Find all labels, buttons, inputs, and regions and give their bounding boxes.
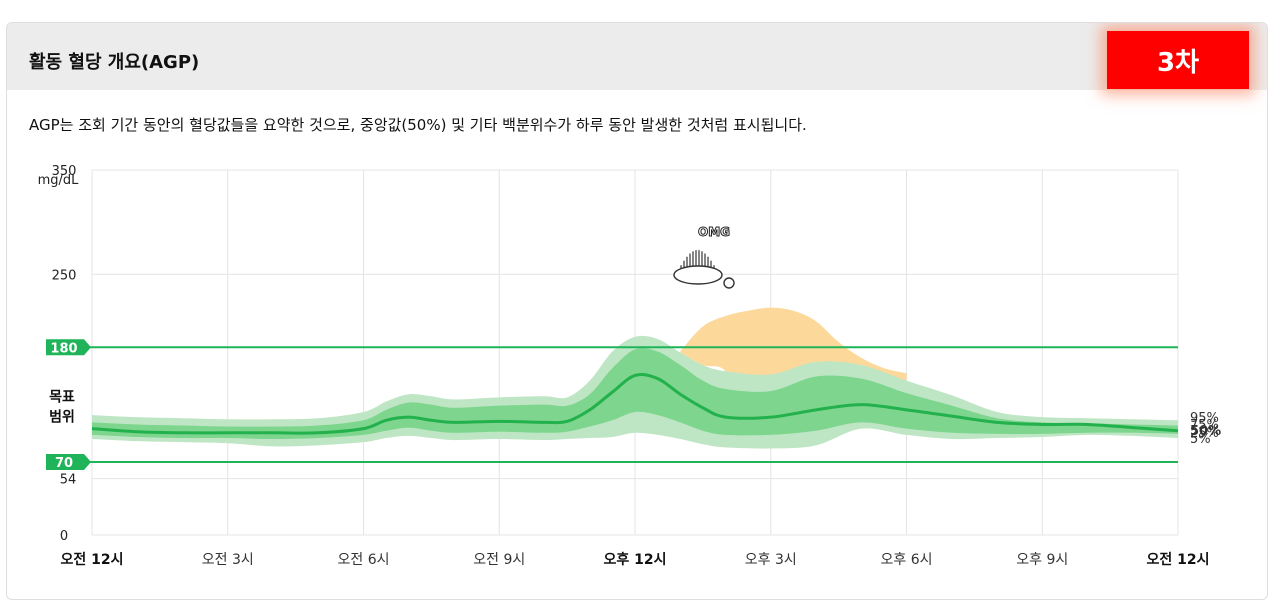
x-tick-label: 오전 9시 xyxy=(473,552,525,568)
x-tick-label: 오전 12시 xyxy=(1147,551,1210,568)
card-title: 활동 혈당 개요(AGP) xyxy=(29,52,200,73)
x-tick-label: 오전 12시 xyxy=(61,551,124,568)
agp-card: 활동 혈당 개요(AGP) 3차 AGP는 조회 기간 동안의 혈당값들을 요약… xyxy=(6,22,1268,600)
percentile-label: 25% xyxy=(1190,426,1219,441)
y-tick-label: 350 xyxy=(52,164,77,179)
y-tick-label: 54 xyxy=(60,473,77,488)
sticker-body xyxy=(673,265,723,285)
round-badge: 3차 xyxy=(1107,31,1249,89)
target-label-text: 180 xyxy=(50,341,77,356)
annotation-text: OMG xyxy=(698,225,730,239)
target-label-tag xyxy=(46,339,91,356)
sticker-head xyxy=(723,277,735,289)
target-label-tag xyxy=(46,454,91,470)
y-axis-unit: mg/dL xyxy=(38,173,80,188)
card-header: 활동 혈당 개요(AGP) 3차 xyxy=(7,23,1267,90)
x-tick-label: 오후 6시 xyxy=(881,552,933,568)
percentile-label: 75% xyxy=(1190,418,1219,433)
x-tick-label: 오후 3시 xyxy=(745,552,797,568)
percentile-band-25-75 xyxy=(92,348,1178,440)
agp-description: AGP는 조회 기간 동안의 혈당값들을 요약한 것으로, 중앙값(50%) 및… xyxy=(29,116,807,134)
percentile-label: 50% xyxy=(1190,424,1221,439)
median-line xyxy=(91,373,1179,435)
percentile-label: 5% xyxy=(1190,432,1211,447)
x-tick-label: 오전 3시 xyxy=(202,552,254,568)
x-tick-label: 오전 6시 xyxy=(338,552,390,568)
x-tick-label: 오후 12시 xyxy=(604,552,667,568)
target-label-text: 70 xyxy=(55,456,73,471)
y-tick-label: 250 xyxy=(52,268,77,283)
hedgehog-sticker-icon: OMG xyxy=(673,225,735,289)
target-range-label: 목표 xyxy=(49,390,75,406)
y-tick-label: 0 xyxy=(60,529,68,544)
x-tick-label: 오후 9시 xyxy=(1016,552,1068,568)
target-range-label: 범위 xyxy=(49,410,75,426)
percentile-label: 95% xyxy=(1190,411,1219,426)
